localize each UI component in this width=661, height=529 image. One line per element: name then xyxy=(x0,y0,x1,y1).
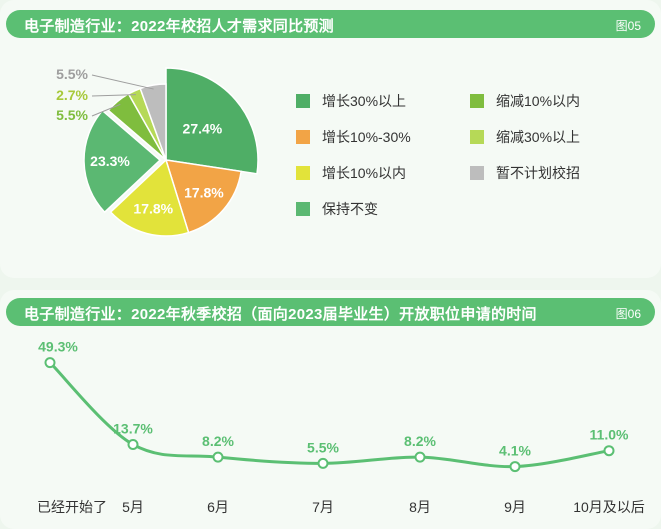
pie-outer-label: 2.7% xyxy=(56,87,88,103)
pie-slice xyxy=(164,159,242,234)
line-value-label: 8.2% xyxy=(404,433,436,449)
legend-swatch xyxy=(470,166,484,180)
pie-slice xyxy=(83,109,162,214)
line-point xyxy=(317,457,329,469)
line-chart-header: 电子制造行业：2022年秋季校招（面向2023届毕业生）开放职位申请的时间 图0… xyxy=(6,298,655,326)
pie-value-label: 17.8% xyxy=(133,200,173,216)
legend-item: 缩减10%以内 xyxy=(470,91,580,111)
pie-slice xyxy=(165,67,259,175)
legend-swatch xyxy=(296,94,310,108)
legend-item: 缩减30%以上 xyxy=(470,127,580,147)
pie-value-label: 23.3% xyxy=(90,153,130,169)
line-point xyxy=(414,451,426,463)
pie-chart-header: 电子制造行业：2022年校招人才需求同比预测 图05 xyxy=(6,10,655,38)
pie-value-label: 27.4% xyxy=(183,121,223,137)
line-point xyxy=(509,461,521,473)
legend-label: 缩减30%以上 xyxy=(496,129,581,145)
line-value-label: 11.0% xyxy=(590,427,629,443)
legend-swatch xyxy=(470,94,484,108)
legend-swatch xyxy=(296,166,310,180)
x-tick-label: 已经开始了 xyxy=(37,499,107,515)
x-tick-label: 10月及以后 xyxy=(573,499,645,515)
legend-label: 保持不变 xyxy=(322,201,378,217)
pie-figure-label: 图05 xyxy=(615,19,641,33)
line-point xyxy=(212,451,224,463)
pie-slice xyxy=(139,83,167,161)
legend-label: 暂不计划校招 xyxy=(496,165,580,181)
x-tick-label: 8月 xyxy=(409,499,431,515)
pie-value-label: 17.8% xyxy=(184,185,224,201)
pie-chart-panel: 电子制造行业：2022年校招人才需求同比预测 图05 27.4% 17.8% 17.… xyxy=(6,10,655,237)
legend-item: 暂不计划校招 xyxy=(470,163,580,183)
pie-leader-line xyxy=(91,74,154,90)
legend-swatch xyxy=(296,130,310,144)
line-chart-title: 电子制造行业：2022年秋季校招（面向2023届毕业生）开放职位申请的时间 xyxy=(24,306,537,323)
legend-label: 增长30%以上 xyxy=(322,93,407,109)
line-value-label: 8.2% xyxy=(202,433,234,449)
line-value-label: 13.7% xyxy=(113,420,153,436)
line-chart-panel: 电子制造行业：2022年秋季校招（面向2023届毕业生）开放职位申请的时间 图0… xyxy=(0,290,661,529)
legend-item: 增长30%以上 xyxy=(296,91,406,111)
line-point xyxy=(127,438,139,450)
x-tick-label: 9月 xyxy=(504,499,526,515)
legend-label: 缩减10%以内 xyxy=(496,93,581,109)
pie-outer-label: 5.5% xyxy=(56,66,88,82)
legend-item: 增长10%-30% xyxy=(296,127,411,147)
legend-item: 保持不变 xyxy=(296,199,378,219)
pie-slice xyxy=(109,158,190,237)
legend-label: 增长10%以内 xyxy=(322,165,407,181)
legend-item: 增长10%以内 xyxy=(296,163,406,183)
x-tick-label: 6月 xyxy=(207,499,229,515)
line-chart: 49.3% 已经开始了 13.7% 5月 8.2% 6月 5.5% 7月 8.2% 8月 4.1% 9… xyxy=(37,339,645,515)
pie-chart: 27.4% 17.8% 17.8% 23.3% 5.5% 2.7% 5.5% xyxy=(56,66,259,237)
x-tick-label: 7月 xyxy=(312,499,334,515)
pie-outer-label: 5.5% xyxy=(56,107,88,123)
legend-label: 增长10%-30% xyxy=(322,129,411,145)
legend-swatch xyxy=(296,202,310,216)
line-value-label: 4.1% xyxy=(499,443,531,459)
line-point xyxy=(603,445,615,457)
line-figure-label: 图06 xyxy=(615,307,641,321)
pie-leader-line xyxy=(91,94,136,97)
pie-leader-line xyxy=(91,103,121,117)
line-value-label: 5.5% xyxy=(307,439,339,455)
legend-swatch xyxy=(470,130,484,144)
pie-chart-title: 电子制造行业：2022年校招人才需求同比预测 xyxy=(24,18,334,35)
line-point xyxy=(44,357,56,369)
x-tick-label: 5月 xyxy=(122,499,144,515)
line-value-label: 49.3% xyxy=(38,339,78,355)
